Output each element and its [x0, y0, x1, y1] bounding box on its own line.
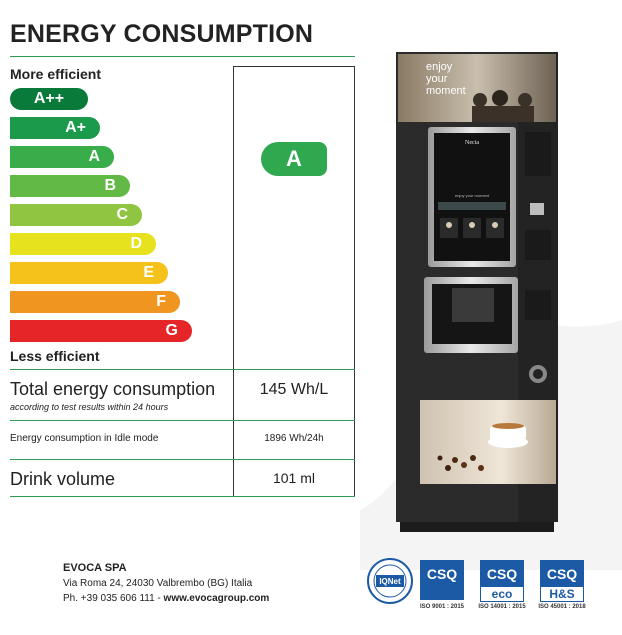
csq-badge-2: CSQ	[480, 560, 524, 588]
banner-text-1: enjoy	[426, 61, 453, 73]
screen-text: enjoy your moment	[455, 193, 490, 198]
title-underline	[10, 56, 355, 57]
page-title: ENERGY CONSUMPTION	[10, 20, 314, 48]
divider-2	[10, 420, 355, 421]
vending-machine-image: enjoy your moment Necta enjoy your momen…	[360, 52, 622, 570]
total-energy-value: 145 Wh/L	[259, 381, 329, 398]
drink-volume-label: Drink volume	[10, 469, 116, 489]
csq-hs-badge: H&S	[540, 586, 584, 602]
energy-class-bar-e: E	[10, 262, 168, 284]
divider-3	[10, 459, 355, 460]
divider-4	[10, 496, 355, 497]
rating-frame-top	[233, 66, 355, 67]
idle-energy-label: Energy consumption in Idle mode	[10, 433, 159, 444]
banner-text-3: moment	[426, 85, 466, 97]
energy-class-bar-g: G	[10, 320, 192, 342]
energy-class-bar-aplus: A+	[10, 117, 100, 139]
company-address: Via Roma 24, 24030 Valbrembo (BG) Italia	[63, 578, 253, 589]
company-name: EVOCA SPA	[63, 562, 127, 574]
csq-badge-3: CSQ	[540, 560, 584, 588]
energy-class-bar-a: A	[10, 146, 114, 168]
total-energy-note: according to test results within 24 hour…	[10, 402, 169, 412]
idle-energy-value: 1896 Wh/24h	[264, 433, 324, 444]
banner-text-2: your	[426, 73, 448, 85]
total-energy-label: Total energy consumption	[10, 379, 216, 399]
screen-brand: Necta	[465, 140, 479, 146]
divider-1	[10, 369, 355, 370]
more-efficient-label: More efficient	[10, 66, 102, 82]
energy-class-bar-aplusplus: A++	[10, 88, 88, 110]
less-efficient-label: Less efficient	[10, 348, 100, 364]
energy-rating-badge: A	[261, 142, 327, 176]
company-website[interactable]: www.evocagroup.com	[163, 593, 270, 604]
company-contact: Ph. +39 035 606 111 - www.evocagroup.com	[63, 593, 269, 604]
energy-class-bar-d: D	[10, 233, 156, 255]
csq-eco-badge: eco	[480, 586, 524, 602]
iso-9001-label: ISO 9001 : 2015	[419, 604, 465, 610]
iqnet-logo: IQNet	[367, 558, 413, 604]
iso-14001-label: ISO 14001 : 2015	[478, 604, 526, 610]
energy-class-bar-f: F	[10, 291, 180, 313]
energy-class-bar-b: B	[10, 175, 130, 197]
iqnet-text: IQNet	[379, 577, 401, 586]
energy-class-bar-c: C	[10, 204, 142, 226]
drink-volume-value: 101 ml	[272, 470, 316, 486]
iso-45001-label: ISO 45001 : 2018	[538, 604, 586, 610]
csq-badge-1: CSQ	[420, 560, 464, 600]
company-phone: Ph. +39 035 606 111 -	[63, 593, 164, 604]
